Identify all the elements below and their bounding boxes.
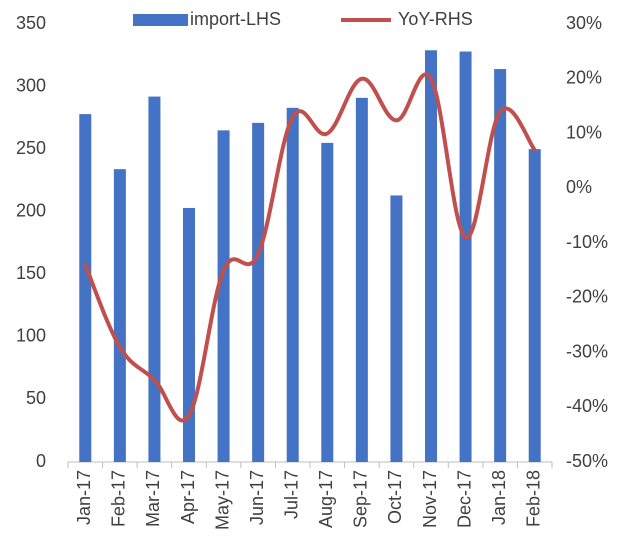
y2-tick-label: -40%: [566, 396, 608, 416]
x-tick-label: Feb-18: [523, 470, 543, 527]
y2-tick-label: -20%: [566, 287, 608, 307]
y-tick-label: 50: [26, 388, 46, 408]
bar: [494, 69, 507, 463]
y-tick-label: 150: [16, 263, 46, 283]
y-tick-label: 350: [16, 13, 46, 33]
bar: [321, 142, 334, 462]
y2-tick-label: 30%: [566, 13, 602, 33]
bar: [390, 195, 403, 462]
x-tick-label: Oct-17: [385, 470, 405, 524]
y2-tick-label: -50%: [566, 451, 608, 471]
bar: [425, 50, 437, 462]
bar: [113, 169, 126, 462]
x-tick-label: Mar-17: [143, 470, 163, 527]
x-tick-label: Jan-18: [489, 470, 509, 525]
bar: [79, 114, 92, 463]
y-tick-label: 100: [16, 326, 46, 346]
y-tick-label: 0: [36, 451, 46, 471]
x-tick-label: Jul-17: [281, 470, 301, 519]
y2-tick-label: 20%: [566, 68, 602, 88]
bar: [459, 51, 472, 462]
y-tick-label: 250: [16, 138, 46, 158]
y2-tick-label: 0%: [566, 177, 592, 197]
y2-tick-label: 10%: [566, 122, 602, 142]
y-tick-label: 300: [16, 75, 46, 95]
x-tick-label: May-17: [212, 470, 232, 530]
x-tick-label: Aug-17: [316, 470, 336, 528]
line: [83, 72, 537, 423]
x-tick-label: Feb-17: [109, 470, 129, 527]
x-tick-label: Dec-17: [454, 470, 474, 528]
bar: [528, 149, 541, 462]
y2-tick-label: -10%: [566, 232, 608, 252]
legend-swatch: [133, 14, 188, 26]
bar: [355, 97, 368, 462]
bar: [252, 122, 265, 462]
bar: [148, 96, 161, 462]
x-tick-label: Apr-17: [178, 470, 198, 524]
y-tick-label: 200: [16, 200, 46, 220]
legend-label: YoY-RHS: [398, 9, 473, 29]
y2-tick-label: -30%: [566, 341, 608, 361]
x-tick-label: Sep-17: [351, 470, 371, 528]
x-tick-label: Jun-17: [247, 470, 267, 525]
x-tick-label: Nov-17: [420, 470, 440, 528]
bar: [183, 207, 195, 462]
bar: [286, 107, 299, 463]
legend-label: import-LHS: [190, 9, 281, 29]
x-tick-label: Jan-17: [74, 470, 94, 525]
bar: [217, 130, 230, 462]
